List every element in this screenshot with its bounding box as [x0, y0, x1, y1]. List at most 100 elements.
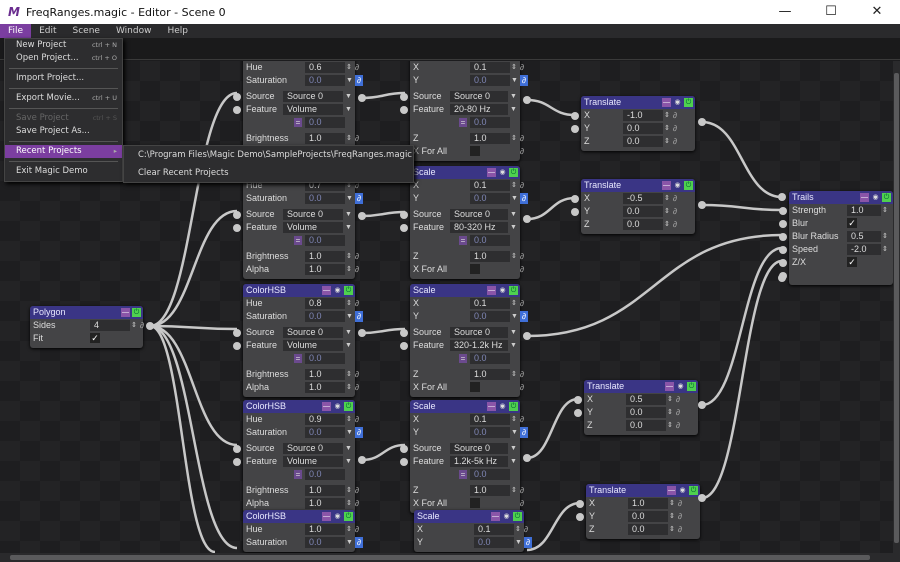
node-header[interactable]: Translate — ◉ ⏻	[586, 484, 700, 497]
connection-wire[interactable]	[701, 246, 783, 407]
link-icon[interactable]: ∂	[520, 252, 524, 261]
visibility-icon[interactable]: ◉	[499, 403, 506, 410]
dropdown-arrow-icon[interactable]: ▼	[345, 106, 352, 113]
menu-item-open-project[interactable]: Open Project... ctrl + O	[5, 52, 122, 65]
link-icon[interactable]: ∂	[355, 499, 359, 508]
checkbox[interactable]	[470, 146, 480, 156]
node-header[interactable]: Scale — ◉ ⏻	[410, 400, 520, 413]
node-colorhsb[interactable]: ColorHSB—◉⏻Hue0.6⇕∂Saturation0.0▼∂Source…	[243, 61, 363, 161]
link-icon[interactable]: ∂	[673, 111, 677, 120]
dropdown-arrow-icon[interactable]: ▼	[510, 211, 517, 218]
dropdown-arrow-icon[interactable]: ▼	[346, 429, 353, 436]
power-toggle-icon[interactable]: ⏻	[344, 512, 353, 521]
select-field[interactable]: 20-80 Hz	[450, 104, 508, 115]
param-value-field[interactable]: -0.5	[623, 193, 663, 204]
select-field[interactable]: 80-320 Hz	[450, 222, 508, 233]
horizontal-scrollbar[interactable]	[0, 553, 900, 562]
spinner-arrows-icon[interactable]: ⇕	[882, 207, 888, 214]
minimize-node-icon[interactable]: —	[665, 382, 674, 391]
visibility-icon[interactable]: ◉	[674, 182, 681, 189]
dropdown-arrow-icon[interactable]: ▼	[515, 539, 522, 546]
param-value-field[interactable]: 0.0	[470, 193, 510, 204]
node-header[interactable]: Scale — ◉ ⏻	[410, 166, 520, 179]
connection-port[interactable]	[778, 274, 786, 282]
connection-wire[interactable]	[361, 327, 406, 335]
visibility-icon[interactable]: ◉	[872, 194, 879, 201]
checkbox[interactable]	[470, 264, 480, 274]
param-value-field[interactable]: 4	[90, 320, 130, 331]
spinner-arrows-icon[interactable]: ⇕	[346, 416, 352, 423]
param-value-field[interactable]: 1.0	[305, 524, 345, 535]
param-value-field[interactable]: 0.0	[623, 219, 663, 230]
connection-wire[interactable]	[701, 203, 783, 212]
visibility-icon[interactable]: ◉	[503, 513, 510, 520]
power-toggle-icon[interactable]: ⏻	[132, 308, 141, 317]
spinner-arrows-icon[interactable]: ⇕	[882, 246, 888, 253]
connection-port[interactable]	[574, 395, 582, 404]
connection-wire[interactable]	[701, 120, 783, 199]
menu-item-import-project[interactable]: Import Project...	[5, 72, 122, 85]
param-value-field[interactable]: 0.0	[626, 407, 666, 418]
minimize-node-icon[interactable]: —	[121, 308, 130, 317]
connection-port[interactable]	[779, 219, 787, 228]
spinner-arrows-icon[interactable]: ⇕	[346, 182, 352, 189]
connection-wire[interactable]	[149, 209, 238, 328]
spinner-arrows-icon[interactable]: ⇕	[346, 64, 352, 71]
spinner-arrows-icon[interactable]: ⇕	[664, 195, 670, 202]
menu-item-recent-projects[interactable]: Recent Projects ▸	[5, 145, 122, 158]
spinner-arrows-icon[interactable]: ⇕	[511, 371, 517, 378]
param-value-field[interactable]: 0.1	[470, 180, 510, 191]
connection-port[interactable]	[576, 499, 584, 508]
menu-item-save-project-as[interactable]: Save Project As...	[5, 125, 122, 138]
spinner-arrows-icon[interactable]: ⇕	[669, 513, 675, 520]
param-value-field[interactable]: 0.0	[305, 537, 345, 548]
link-icon[interactable]: ∂	[520, 147, 524, 156]
connection-port[interactable]	[779, 245, 787, 254]
select-field[interactable]: Source 0	[450, 91, 508, 102]
minimize-node-icon[interactable]: —	[487, 168, 496, 177]
dropdown-arrow-icon[interactable]: ▼	[346, 77, 353, 84]
connection-wire[interactable]	[149, 91, 238, 328]
link-icon[interactable]: ∂	[520, 370, 524, 379]
connection-port[interactable]	[571, 111, 579, 120]
param-value-field[interactable]: 0.0	[626, 420, 666, 431]
connection-port[interactable]	[233, 444, 241, 453]
node-polygon[interactable]: Polygon — ⏻ Sides 4 ⇕ ∂ Fit ✓	[30, 306, 144, 348]
node-colorhsb[interactable]: ColorHSB — ◉ ⏻ Hue 1.0 ⇕ ∂ Saturation 0.0 ▼ ∂	[243, 510, 363, 552]
connection-port[interactable]	[523, 454, 531, 462]
param-value-field[interactable]: 1.0	[305, 382, 345, 393]
param-value-field[interactable]: -1.0	[623, 110, 663, 121]
dropdown-arrow-icon[interactable]: ▼	[511, 195, 518, 202]
link-icon[interactable]: ∂	[355, 311, 363, 322]
minimize-node-icon[interactable]: —	[487, 286, 496, 295]
dropdown-arrow-icon[interactable]: ▼	[511, 77, 518, 84]
connection-port[interactable]	[698, 494, 706, 502]
visibility-icon[interactable]: ◉	[677, 383, 684, 390]
connection-wire[interactable]	[149, 324, 216, 553]
param-value-field[interactable]: 0.0	[305, 427, 345, 438]
power-toggle-icon[interactable]: ⏻	[689, 486, 698, 495]
dropdown-arrow-icon[interactable]: ▼	[511, 429, 518, 436]
param-value-field[interactable]: 0.0	[470, 75, 510, 86]
param-value-field[interactable]: 0.0	[470, 311, 510, 322]
minimize-node-icon[interactable]: —	[667, 486, 676, 495]
link-icon[interactable]: ∂	[676, 395, 680, 404]
param-value-field[interactable]: 1.0	[470, 251, 510, 262]
dropdown-arrow-icon[interactable]: ▼	[510, 445, 517, 452]
power-toggle-icon[interactable]: ⏻	[882, 193, 891, 202]
param-value-field[interactable]: 0.5	[626, 394, 666, 405]
dropdown-arrow-icon[interactable]: ▼	[345, 342, 352, 349]
link-icon[interactable]: ∂	[520, 499, 524, 508]
connection-wire[interactable]	[361, 91, 406, 100]
spinner-arrows-icon[interactable]: ⇕	[131, 322, 137, 329]
checkbox[interactable]: ✓	[90, 333, 100, 343]
connection-port[interactable]	[233, 457, 241, 466]
link-icon[interactable]: ∂	[673, 124, 677, 133]
maximize-button[interactable]: ☐	[825, 4, 837, 19]
connection-port[interactable]	[523, 215, 531, 223]
menu-item-exit-magic-demo[interactable]: Exit Magic Demo	[5, 165, 122, 178]
minimize-node-icon[interactable]: —	[322, 402, 331, 411]
minimize-node-icon[interactable]: —	[860, 193, 869, 202]
link-icon[interactable]: ∂	[678, 525, 682, 534]
param-value-field[interactable]: 1.0	[470, 485, 510, 496]
